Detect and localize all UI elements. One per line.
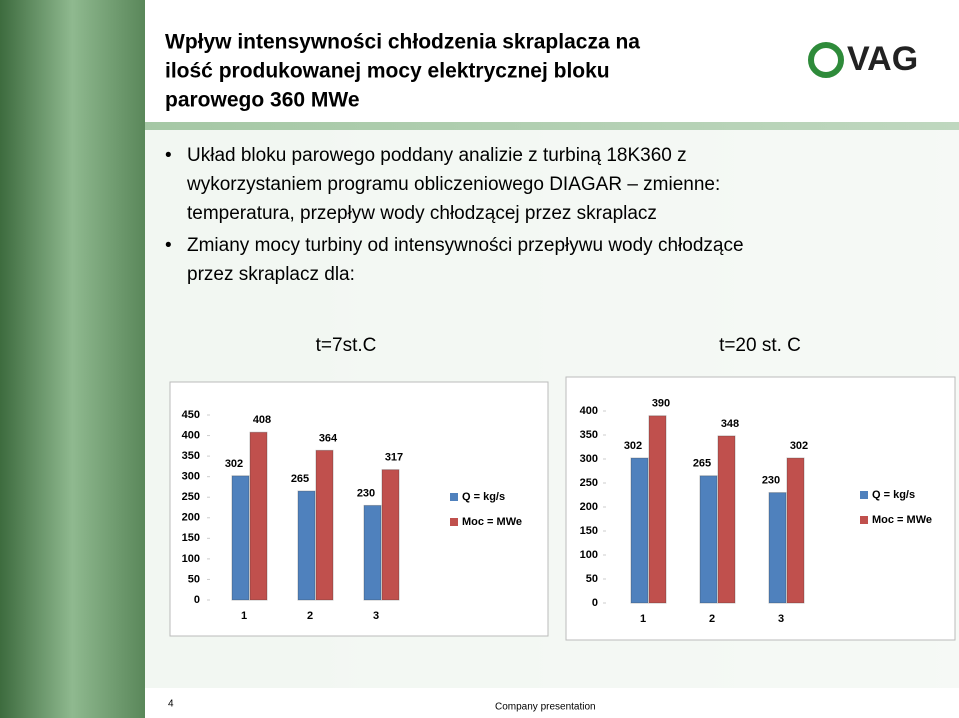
legend-label: Moc = MWe (462, 516, 522, 528)
y-tick-label: 250 (182, 491, 200, 503)
bar (363, 504, 382, 601)
data-label: 230 (357, 487, 375, 499)
legend-label: Moc = MWe (872, 514, 932, 526)
y-tick-label: 400 (580, 405, 598, 417)
bullet-dot: • (165, 235, 172, 256)
bullet-dot: • (165, 145, 172, 166)
bar (249, 431, 268, 601)
bullet-text: przez skraplacz dla: (187, 264, 355, 285)
data-label: 408 (253, 414, 271, 426)
data-label: 317 (385, 452, 403, 464)
bar (297, 490, 316, 601)
y-tick-label: 100 (182, 553, 200, 565)
x-tick-label: 3 (373, 610, 379, 622)
x-tick-label: 1 (640, 613, 646, 625)
title-line: parowego 360 MWe (165, 89, 360, 112)
logo-icon (808, 42, 844, 78)
x-tick-label: 2 (709, 613, 715, 625)
y-tick-label: 0 (592, 597, 598, 609)
y-tick-label: 50 (188, 573, 200, 585)
y-tick-label: 300 (182, 471, 200, 483)
bar (699, 475, 718, 604)
logo: VAG (847, 40, 918, 78)
y-tick-label: 150 (580, 525, 598, 537)
data-label: 265 (693, 458, 711, 470)
y-tick-label: 100 (580, 549, 598, 561)
page-number: 4 (168, 699, 174, 710)
side-image (0, 0, 145, 718)
y-tick-label: 250 (580, 477, 598, 489)
bullet-text: Układ bloku parowego poddany analizie z … (187, 145, 687, 166)
data-label: 348 (721, 418, 739, 430)
chart-title: t=20 st. C (719, 335, 801, 356)
y-tick-label: 50 (586, 573, 598, 585)
title-line: Wpływ intensywności chłodzenia skraplacz… (165, 31, 640, 54)
bar (717, 435, 736, 604)
footer-text: Company presentation (495, 702, 596, 713)
chart-frame (565, 376, 956, 641)
footer (145, 688, 959, 718)
data-label: 302 (790, 440, 808, 452)
bar (768, 492, 787, 604)
bar (231, 475, 250, 601)
legend-swatch (860, 491, 868, 499)
data-label: 302 (624, 440, 642, 452)
legend-swatch (450, 518, 458, 526)
y-tick-label: 200 (580, 501, 598, 513)
data-label: 230 (762, 475, 780, 487)
data-label: 390 (652, 398, 670, 410)
legend-swatch (860, 516, 868, 524)
bar (630, 457, 649, 604)
y-tick-label: 450 (182, 409, 200, 421)
header (145, 0, 959, 122)
y-tick-label: 150 (182, 532, 200, 544)
data-label: 302 (225, 458, 243, 470)
y-tick-label: 300 (580, 453, 598, 465)
legend-label: Q = kg/s (872, 489, 915, 501)
y-tick-label: 350 (182, 450, 200, 462)
x-tick-label: 2 (307, 610, 313, 622)
bullet-text: temperatura, przepływ wody chłodzącej pr… (187, 203, 657, 224)
bar (315, 449, 334, 601)
bar (648, 415, 667, 604)
title-line: ilość produkowanej mocy elektrycznej blo… (165, 60, 610, 83)
y-tick-label: 400 (182, 429, 200, 441)
bullet-text: Zmiany mocy turbiny od intensywności prz… (187, 235, 744, 256)
legend-swatch (450, 493, 458, 501)
y-tick-label: 200 (182, 512, 200, 524)
x-tick-label: 3 (778, 613, 784, 625)
data-label: 265 (291, 473, 309, 485)
bar (381, 469, 400, 601)
bar (786, 457, 805, 604)
bullet-text: wykorzystaniem programu obliczeniowego D… (186, 174, 720, 195)
data-label: 364 (319, 432, 338, 444)
x-tick-label: 1 (241, 610, 247, 622)
y-tick-label: 0 (194, 594, 200, 606)
chart-title: t=7st.C (316, 335, 377, 356)
chart-frame (169, 381, 549, 637)
y-tick-label: 350 (580, 429, 598, 441)
legend-label: Q = kg/s (462, 491, 505, 503)
